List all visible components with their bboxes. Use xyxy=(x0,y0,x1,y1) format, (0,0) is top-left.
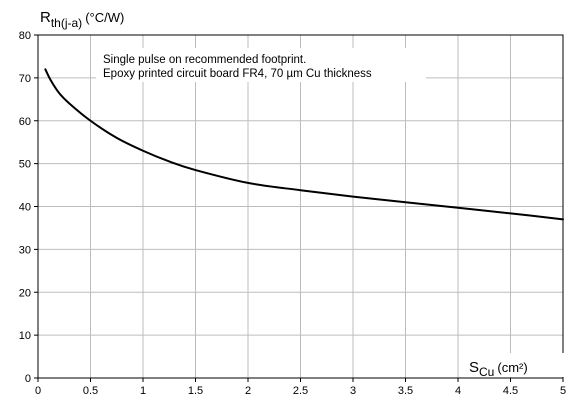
y-tick-label: 10 xyxy=(19,330,31,342)
x-axis-title: SCu (cm²) xyxy=(469,359,528,379)
y-tick-label: 0 xyxy=(25,373,31,385)
y-tick-label: 30 xyxy=(19,244,31,256)
y-tick-label: 20 xyxy=(19,287,31,299)
x-axis-title-sub: Cu xyxy=(479,365,494,379)
x-tick-label: 3.5 xyxy=(398,385,413,397)
y-tick-label: 60 xyxy=(19,116,31,128)
y-axis-title-main: R xyxy=(40,9,51,26)
x-tick-label: 0 xyxy=(35,385,41,397)
x-tick-label: 4 xyxy=(455,385,461,397)
x-axis-title-unit: (cm²) xyxy=(497,360,527,375)
annotation-background xyxy=(96,48,426,82)
x-tick-label: 5 xyxy=(560,385,566,397)
grid xyxy=(38,35,563,378)
x-tick-label: 0.5 xyxy=(83,385,98,397)
x-tick-label: 3 xyxy=(350,385,356,397)
x-axis-title-main: S xyxy=(469,359,479,376)
y-tick-label: 50 xyxy=(19,159,31,171)
thermal-resistance-curve xyxy=(44,68,564,221)
annotation-line-1: Single pulse on recommended footprint. xyxy=(103,54,306,66)
x-axis-ticks: 0 0.5 1 1.5 2 2.5 3 3.5 4 4.5 5 xyxy=(35,378,566,397)
y-tick-label: 40 xyxy=(19,202,31,214)
x-tick-label: 1.5 xyxy=(188,385,203,397)
x-tick-label: 2.5 xyxy=(293,385,308,397)
y-tick-label: 80 xyxy=(19,30,31,42)
x-tick-label: 2 xyxy=(245,385,251,397)
y-axis-title-unit: (°C/W) xyxy=(85,10,124,25)
y-axis-ticks: 0 10 20 30 40 50 60 70 80 xyxy=(19,30,38,385)
x-tick-label: 4.5 xyxy=(503,385,518,397)
x-axis-title-background xyxy=(462,353,564,377)
y-axis-title-sub: th(j-a) xyxy=(51,16,82,30)
y-axis-title: Rth(j-a) (°C/W) xyxy=(40,9,124,30)
annotation-line-2: Epoxy printed circuit board FR4, 70 µm C… xyxy=(103,68,372,80)
y-tick-label: 70 xyxy=(19,73,31,85)
x-tick-label: 1 xyxy=(140,385,146,397)
